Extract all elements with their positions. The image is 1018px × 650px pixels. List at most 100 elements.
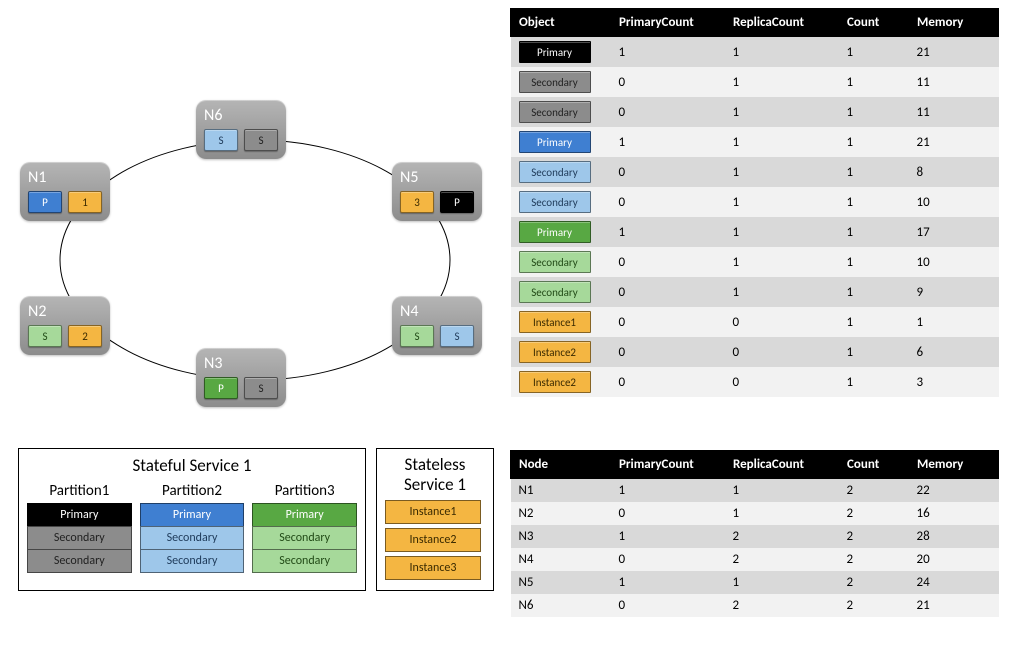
table-row: N111222 xyxy=(511,479,999,503)
replica-chip: P xyxy=(440,191,474,213)
table-cell: 2 xyxy=(839,502,909,525)
cluster-node-n6: N6SS xyxy=(196,100,286,159)
replica-bar: Secondary xyxy=(252,526,357,550)
table-cell: N6 xyxy=(511,594,611,617)
table-cell: 0 xyxy=(611,594,725,617)
table-cell: 0 xyxy=(611,277,725,307)
table-row: Secondary01111 xyxy=(511,97,999,127)
instance-bar: Instance2 xyxy=(385,528,481,552)
table-cell: 16 xyxy=(909,502,999,525)
table-cell: 0 xyxy=(725,337,839,367)
table-cell: 2 xyxy=(725,594,839,617)
replica-chip: 2 xyxy=(68,325,102,347)
table-cell: 0 xyxy=(725,367,839,397)
table-header: Memory xyxy=(909,9,999,37)
table-cell: 0 xyxy=(611,367,725,397)
partition-box: Partition1PrimarySecondarySecondary xyxy=(27,482,132,573)
table-cell: 1 xyxy=(839,37,909,68)
table-cell: 2 xyxy=(839,525,909,548)
table-cell: 21 xyxy=(909,594,999,617)
replica-chip: S xyxy=(244,377,278,399)
table-cell: 1 xyxy=(611,37,725,68)
table-cell: 21 xyxy=(909,127,999,157)
partition-box: Partition3PrimarySecondarySecondary xyxy=(252,482,357,573)
table-cell: 1 xyxy=(611,571,725,594)
stateless-service-title: Stateless Service 1 xyxy=(385,455,485,494)
node-label: N6 xyxy=(204,106,278,125)
table-cell: 10 xyxy=(909,187,999,217)
node-label: N3 xyxy=(204,354,278,373)
table-cell: 0 xyxy=(611,548,725,571)
table-row: Secondary01111 xyxy=(511,67,999,97)
partition-title: Partition1 xyxy=(27,482,132,500)
table-cell: 11 xyxy=(909,97,999,127)
replica-chip: S xyxy=(204,129,238,151)
table-cell: 10 xyxy=(909,247,999,277)
table-cell: 0 xyxy=(611,247,725,277)
table-cell: 1 xyxy=(839,217,909,247)
cluster-node-n5: N5 3P xyxy=(392,162,482,221)
table-cell: 2 xyxy=(839,594,909,617)
cluster-node-n1: N1 P1 xyxy=(20,162,110,221)
table-cell: N2 xyxy=(511,502,611,525)
table-row: Secondary01110 xyxy=(511,247,999,277)
node-label: N5 xyxy=(400,168,474,187)
table-cell: N4 xyxy=(511,548,611,571)
table-cell: 0 xyxy=(611,157,725,187)
table-cell: 9 xyxy=(909,277,999,307)
table-cell: 1 xyxy=(725,571,839,594)
table-cell: 28 xyxy=(909,525,999,548)
table-cell: 0 xyxy=(611,337,725,367)
replica-chip: P xyxy=(28,191,62,213)
replica-chip: P xyxy=(204,377,238,399)
object-pill: Secondary xyxy=(519,281,591,303)
table-header: Count xyxy=(839,9,909,37)
table-cell: 0 xyxy=(611,187,725,217)
partition-box: Partition2PrimarySecondarySecondary xyxy=(140,482,245,573)
object-pill: Secondary xyxy=(519,191,591,213)
table-row: Secondary0118 xyxy=(511,157,999,187)
table-row: Secondary0119 xyxy=(511,277,999,307)
table-cell: 1 xyxy=(725,67,839,97)
object-pill: Primary xyxy=(519,41,591,63)
table-cell: 2 xyxy=(839,571,909,594)
table-cell: 17 xyxy=(909,217,999,247)
instance-bar: Instance3 xyxy=(385,556,481,580)
table-cell: 1 xyxy=(839,97,909,127)
table-cell: 24 xyxy=(909,571,999,594)
table-row: Primary11121 xyxy=(511,127,999,157)
table-cell: 1 xyxy=(839,247,909,277)
table-cell: 1 xyxy=(725,97,839,127)
table-cell: 2 xyxy=(839,548,909,571)
replica-chip: 1 xyxy=(68,191,102,213)
replica-bar: Secondary xyxy=(27,549,132,573)
node-label: N1 xyxy=(28,168,102,187)
table-cell: N3 xyxy=(511,525,611,548)
object-pill: Instance1 xyxy=(519,311,591,333)
object-pill: Primary xyxy=(519,221,591,243)
table-cell: 0 xyxy=(725,307,839,337)
table-cell: 6 xyxy=(909,337,999,367)
table-header: ReplicaCount xyxy=(725,451,839,479)
replica-bar: Primary xyxy=(27,503,132,527)
cluster-node-n4: N4SS xyxy=(392,296,482,355)
table-cell: 20 xyxy=(909,548,999,571)
table-header: PrimaryCount xyxy=(611,451,725,479)
table-cell: 1 xyxy=(839,277,909,307)
replica-bar: Secondary xyxy=(27,526,132,550)
table-cell: 1 xyxy=(611,479,725,503)
table-cell: 0 xyxy=(611,67,725,97)
instance-bar: Instance1 xyxy=(385,500,481,524)
replica-chip: 3 xyxy=(400,191,434,213)
table-cell: 1 xyxy=(839,67,909,97)
table-cell: 1 xyxy=(839,157,909,187)
partition-title: Partition2 xyxy=(140,482,245,500)
table-cell: 1 xyxy=(839,367,909,397)
table-cell: 0 xyxy=(611,502,725,525)
table-cell: 0 xyxy=(611,97,725,127)
table-cell: 1 xyxy=(839,127,909,157)
table-cell: 1 xyxy=(725,37,839,68)
object-pill: Secondary xyxy=(519,71,591,93)
table-cell: 11 xyxy=(909,67,999,97)
table-cell: 8 xyxy=(909,157,999,187)
